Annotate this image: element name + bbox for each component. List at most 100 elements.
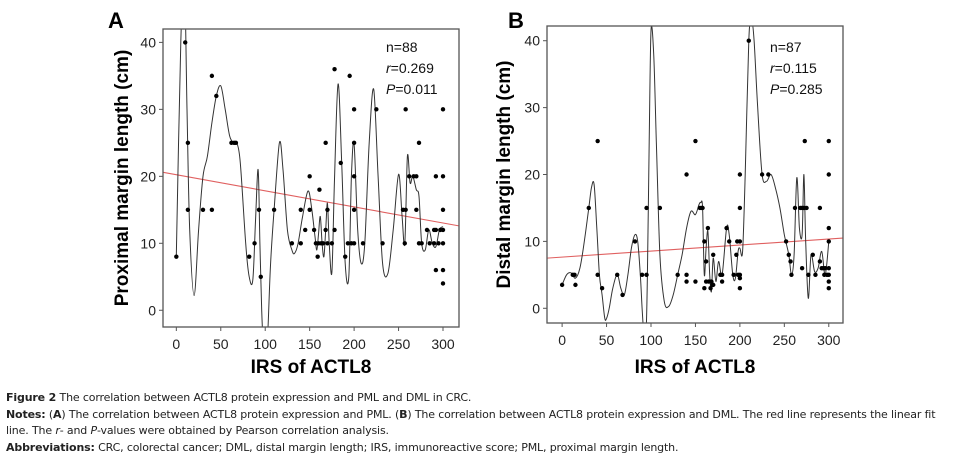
y-tick-label: 10	[140, 235, 156, 251]
x-tick-label: 0	[172, 336, 180, 352]
data-point	[258, 274, 263, 279]
caption-notes: Notes: (A) The correlation between ACTL8…	[6, 407, 936, 438]
stat-annotation: P=0.011	[386, 81, 438, 97]
stat-annotation: n=88	[386, 39, 418, 55]
data-point	[813, 272, 818, 278]
caption-abbreviations: Abbreviations: CRC, colorectal cancer; D…	[6, 440, 956, 457]
x-axis-title: IRS of ACTL8	[251, 357, 372, 378]
data-point	[303, 227, 308, 233]
data-point	[746, 38, 751, 43]
data-point	[414, 174, 419, 179]
data-point	[789, 272, 794, 278]
data-point	[792, 205, 798, 211]
data-point	[826, 265, 831, 271]
data-point	[806, 272, 811, 278]
y-tick-label: 0	[148, 302, 156, 318]
data-point	[709, 279, 714, 284]
data-point	[810, 252, 815, 257]
data-point	[351, 107, 357, 112]
data-point	[440, 241, 446, 246]
y-axis-title: Proximal margin length (cm)	[112, 50, 133, 307]
data-point	[424, 227, 430, 233]
data-point	[347, 73, 352, 79]
data-point	[826, 279, 831, 284]
data-point	[332, 227, 337, 233]
notes-panel-b-label: B	[399, 407, 408, 421]
data-point	[684, 279, 689, 284]
data-point	[185, 140, 191, 146]
data-point	[620, 292, 625, 298]
y-tick-label: 30	[524, 100, 540, 116]
data-point	[711, 282, 716, 288]
notes-p-symbol: P	[90, 424, 97, 437]
data-point	[684, 172, 689, 177]
data-point	[351, 207, 357, 213]
data-point	[183, 40, 188, 45]
data-point	[419, 241, 424, 246]
data-point	[351, 174, 357, 179]
data-point	[323, 227, 328, 233]
data-point	[431, 241, 437, 246]
linear-fit-line	[547, 237, 843, 259]
data-point	[351, 241, 357, 246]
stat-annotation: r=0.115	[770, 60, 817, 76]
notes-panel-a-text: The correlation between ACTL8 protein ex…	[65, 407, 400, 421]
panel-label: A	[108, 8, 124, 33]
data-point	[252, 241, 257, 246]
data-point	[700, 205, 705, 211]
x-tick-label: 50	[599, 332, 615, 348]
x-tick-label: 300	[431, 336, 455, 352]
stat-text: n=87	[770, 39, 802, 55]
data-point	[799, 265, 805, 271]
data-point	[727, 239, 732, 244]
panel-label: B	[508, 8, 524, 33]
data-point	[440, 267, 446, 273]
data-point	[826, 138, 831, 144]
x-tick-label: 100	[639, 332, 663, 348]
data-point	[826, 225, 831, 231]
notes-label: Notes:	[6, 407, 46, 421]
y-tick-label: 30	[140, 101, 156, 117]
data-point	[684, 272, 689, 278]
data-point	[766, 172, 771, 177]
data-point	[338, 160, 343, 166]
data-point	[311, 227, 317, 233]
stat-symbol: r	[386, 60, 392, 76]
figure-label: Figure 2	[6, 391, 57, 404]
stat-value: =0.269	[391, 60, 434, 76]
y-tick-label: 0	[532, 300, 540, 316]
data-point	[440, 174, 446, 179]
data-point	[433, 267, 439, 273]
data-point	[705, 225, 711, 231]
data-point	[185, 207, 191, 213]
stat-text: n=88	[386, 39, 418, 55]
data-point	[826, 239, 831, 244]
data-point	[817, 205, 823, 211]
data-point	[407, 174, 412, 179]
data-point	[323, 140, 328, 146]
data-point	[572, 272, 577, 278]
data-point	[416, 140, 422, 146]
figure-caption: Figure 2 The correlation between ACTL8 p…	[6, 390, 956, 456]
data-point	[298, 207, 303, 213]
x-tick-label: 200	[342, 336, 366, 352]
data-point	[703, 259, 709, 264]
data-point	[804, 205, 809, 211]
data-point	[436, 241, 441, 246]
plot-frame	[162, 28, 460, 328]
y-tick-label: 20	[140, 168, 156, 184]
data-point	[440, 227, 446, 233]
linear-fit-line	[163, 171, 459, 227]
data-point	[403, 207, 408, 213]
data-point	[615, 272, 620, 278]
y-tick-label: 10	[524, 233, 540, 249]
data-point	[693, 138, 698, 144]
data-point	[817, 259, 823, 264]
stat-annotation: n=87	[770, 39, 802, 55]
data-point	[433, 227, 439, 233]
data-point	[247, 254, 252, 259]
y-tick-label: 20	[524, 167, 540, 183]
data-point	[731, 272, 736, 278]
data-point	[826, 172, 831, 177]
